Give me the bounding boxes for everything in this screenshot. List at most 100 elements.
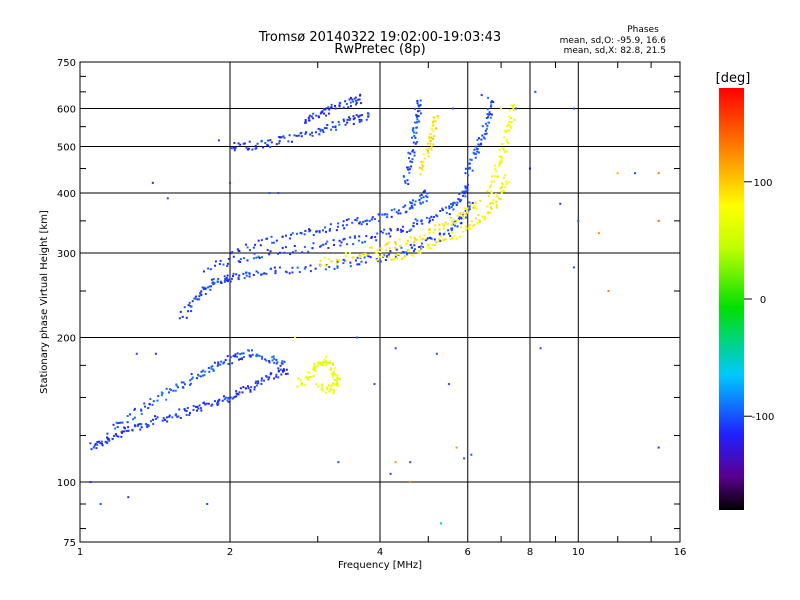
trace-0-point-153 <box>275 375 278 378</box>
trace-9-point-1032 <box>370 246 373 249</box>
trace-0-point-118 <box>235 390 238 393</box>
trace-1-point-186 <box>140 409 143 412</box>
trace-3-point-609 <box>450 206 453 209</box>
trace-1-point-201 <box>165 387 168 390</box>
trace-6-point-882 <box>351 98 354 101</box>
trace-7-point-920 <box>410 136 413 139</box>
trace-11-point-1232 <box>429 133 432 136</box>
trace-3-point-544 <box>342 238 345 241</box>
trace-2-point-315 <box>199 292 202 295</box>
trace-3-point-597 <box>439 209 442 212</box>
trace-2-point-486 <box>468 205 471 208</box>
trace-10-point-1159 <box>473 223 476 226</box>
trace-13-point-1306 <box>303 384 306 387</box>
trace-10-point-1108 <box>382 255 385 258</box>
trace-4-point-709 <box>395 211 398 214</box>
trace-6-point-864 <box>324 108 327 111</box>
trace-0-point-143 <box>263 379 266 382</box>
trace-13-point-1348 <box>323 358 326 361</box>
trace-0-point-127 <box>246 385 249 388</box>
trace-0-point-106 <box>223 398 226 401</box>
trace-8-point-1005 <box>490 100 493 103</box>
trace-3-point-495 <box>218 262 221 265</box>
trace-11-point-1206 <box>418 166 421 169</box>
trace-2-point-487 <box>468 207 471 210</box>
trace-0-point-85 <box>196 405 199 408</box>
trace-1-point-218 <box>190 377 193 380</box>
trace-6-point-880 <box>350 105 353 108</box>
grid-lines <box>80 62 680 542</box>
trace-3-point-554 <box>364 240 367 243</box>
trace-6-point-848 <box>307 116 310 119</box>
trace-10-point-1124 <box>419 252 422 255</box>
trace-9-point-1012 <box>323 256 326 259</box>
trace-7-point-923 <box>413 134 416 137</box>
trace-10-point-1150 <box>465 228 468 231</box>
trace-3-point-620 <box>458 192 461 195</box>
trace-4-point-663 <box>312 234 315 237</box>
trace-0-point-40 <box>133 424 136 427</box>
trace-3-point-519 <box>281 246 284 249</box>
trace-0-point-74 <box>178 408 181 411</box>
trace-1-point-192 <box>151 403 154 406</box>
trace-8-point-1006 <box>487 96 490 99</box>
y-tick-label-2: 200 <box>57 334 76 345</box>
trace-1-point-243 <box>222 362 225 365</box>
trace-10-point-1153 <box>468 224 471 227</box>
trace-3-point-492 <box>209 268 212 271</box>
trace-9-point-1041 <box>386 242 389 245</box>
trace-3-point-546 <box>352 243 355 246</box>
trace-3-point-555 <box>370 235 373 238</box>
trace-0-point-119 <box>235 395 238 398</box>
trace-1-point-268 <box>250 349 253 352</box>
trace-2-point-372 <box>263 272 266 275</box>
trace-2-point-357 <box>237 276 240 279</box>
trace-1-point-231 <box>210 367 213 370</box>
trace-9-point-1061 <box>421 237 424 240</box>
trace-1-point-185 <box>144 405 147 408</box>
trace-1-point-191 <box>149 398 152 401</box>
trace-4-point-645 <box>271 241 274 244</box>
trace-1-point-276 <box>261 355 264 358</box>
trace-1-point-244 <box>227 362 230 365</box>
trace-0-point-152 <box>277 376 280 379</box>
trace-5-point-833 <box>360 119 363 122</box>
trace-4-point-738 <box>422 190 425 193</box>
trace-10-point-1129 <box>427 243 430 246</box>
trace-2-point-322 <box>207 286 210 289</box>
trace-0-point-151 <box>270 372 273 375</box>
trace-2-point-381 <box>285 271 288 274</box>
trace-0-point-160 <box>282 368 285 371</box>
trace-5-point-819 <box>349 117 352 120</box>
trace-4-point-632 <box>236 248 239 251</box>
trace-2-point-305 <box>188 301 191 304</box>
trace-3-point-580 <box>412 222 415 225</box>
trace-12-point-1278 <box>507 142 510 145</box>
trace-6-point-883 <box>349 96 352 99</box>
trace-3-point-592 <box>430 215 433 218</box>
trace-7-point-939 <box>415 116 418 119</box>
trace-6-point-871 <box>333 104 336 107</box>
y-tick-label-1: 100 <box>57 478 76 489</box>
trace-8-point-960 <box>468 162 471 165</box>
trace-9-point-1016 <box>336 259 339 262</box>
trace-5-point-744 <box>234 146 237 149</box>
trace-7-point-910 <box>409 160 412 163</box>
trace-13-point-1362 <box>332 370 335 373</box>
trace-2-point-441 <box>413 244 416 247</box>
trace-4-point-688 <box>358 222 361 225</box>
trace-2-point-329 <box>211 281 214 284</box>
trace-6-point-869 <box>330 103 333 106</box>
trace-10-point-1118 <box>402 256 405 259</box>
trace-0-point-78 <box>185 413 188 416</box>
trace-11-point-1227 <box>429 139 432 142</box>
trace-4-point-670 <box>324 226 327 229</box>
trace-4-point-722 <box>411 206 414 209</box>
trace-12-point-1293 <box>513 118 516 121</box>
colorbar-ticks: 100 0 -100 <box>744 178 774 423</box>
trace-10-point-1190 <box>500 190 503 193</box>
trace-6-point-867 <box>328 108 331 111</box>
trace-10-point-1185 <box>495 200 498 203</box>
trace-11-point-1213 <box>423 157 426 160</box>
trace-9-point-1055 <box>413 241 416 244</box>
